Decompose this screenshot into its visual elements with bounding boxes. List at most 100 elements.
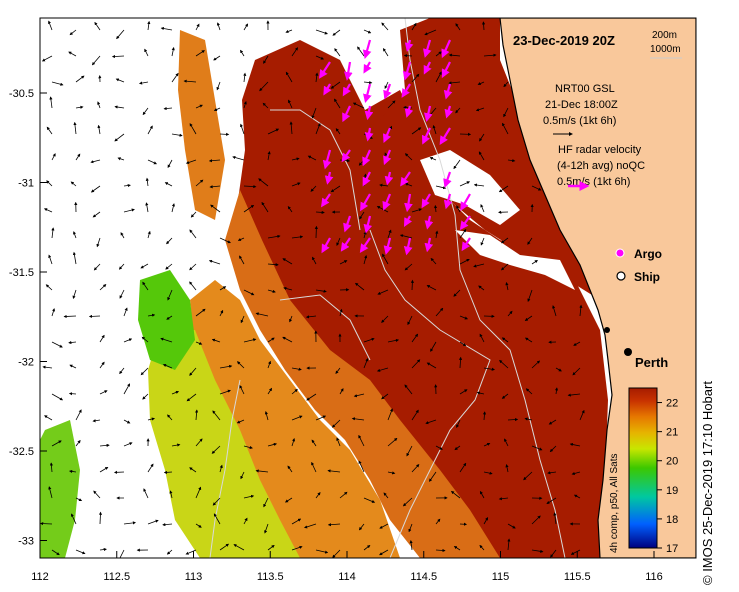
- model-arrow: [142, 393, 149, 400]
- radar-arrow: [383, 83, 392, 100]
- model-arrow: [142, 281, 149, 291]
- lat-tick-label: -31.5: [9, 267, 34, 279]
- sst-warm-core: [230, 40, 608, 558]
- model-arrow: [379, 523, 389, 529]
- model-arrow: [264, 523, 269, 534]
- model-arrow: [118, 549, 125, 558]
- model-arrow: [478, 285, 485, 291]
- model-arrow: [195, 50, 205, 57]
- model-arrow: [499, 359, 509, 369]
- model-arrow: [240, 315, 245, 324]
- model-arrow: [114, 133, 125, 142]
- model-arrow: [411, 333, 419, 343]
- cloud-gap-central: [455, 230, 575, 290]
- model-arrow: [552, 305, 557, 317]
- model-arrow: [167, 289, 173, 301]
- model-arrow: [267, 128, 280, 135]
- model-arrow: [573, 494, 581, 499]
- model-arrow: [311, 461, 317, 473]
- model-arrow: [91, 55, 101, 66]
- radar-arrow: [362, 39, 372, 60]
- model-arrow: [291, 388, 298, 395]
- model-arrow: [531, 360, 541, 369]
- model-arrow: [553, 512, 557, 525]
- model-arrow: [458, 356, 463, 369]
- model-arrow: [549, 445, 557, 453]
- model-arrow: [433, 204, 438, 213]
- model-arrow: [243, 204, 255, 213]
- model-arrow: [311, 107, 317, 119]
- model-arrow: [500, 237, 509, 244]
- model-arrow: [195, 104, 203, 109]
- model-arrow: [448, 53, 461, 57]
- model-arrow: [315, 72, 319, 83]
- radar-arrow: [424, 237, 434, 253]
- model-arrow: [505, 464, 509, 473]
- model-arrow: [567, 393, 581, 397]
- model-arrow: [424, 29, 437, 36]
- model-arrow: [239, 385, 245, 395]
- model-arrow: [243, 445, 253, 450]
- model-arrow: [92, 211, 101, 218]
- radar-arrow: [364, 127, 374, 142]
- model-arrow: [171, 133, 183, 137]
- radar-arrow: [382, 127, 392, 143]
- model-arrow: [435, 51, 442, 57]
- radar-arrow: [443, 193, 453, 210]
- model-arrow: [426, 362, 437, 369]
- radar-arrow: [423, 61, 432, 75]
- model-arrow: [383, 492, 389, 499]
- radar-arrow: [324, 171, 334, 185]
- model-arrow: [570, 549, 581, 555]
- model-arrow: [88, 314, 101, 318]
- model-arrow: [162, 363, 173, 369]
- model-arrow: [267, 263, 279, 267]
- model-arrow: [119, 289, 125, 299]
- model-arrow: [363, 545, 371, 551]
- model-arrow: [51, 393, 64, 401]
- model-arrow: [507, 417, 519, 422]
- model-arrow: [219, 309, 224, 317]
- model-arrow: [259, 81, 269, 92]
- model-arrow: [339, 308, 343, 317]
- radar-arrow: [403, 237, 413, 256]
- model-arrow: [94, 21, 101, 31]
- model-arrow: [507, 158, 516, 163]
- model-arrow: [123, 521, 137, 525]
- colorbar-tick-label: 18: [666, 514, 678, 526]
- map-frame: [39, 17, 697, 559]
- model-arrow: [291, 157, 300, 161]
- radar-arrow: [340, 237, 351, 252]
- model-time: 21-Dec 18:00Z: [545, 99, 618, 111]
- model-arrow: [211, 338, 221, 343]
- model-arrow: [171, 46, 175, 57]
- radar-arrow: [461, 237, 471, 252]
- model-arrow: [459, 462, 467, 473]
- sst-orange-patch-north: [178, 30, 225, 220]
- model-arrow: [171, 390, 180, 395]
- model-arrow: [429, 157, 437, 161]
- model-arrow: [99, 361, 105, 369]
- model-arrow: [166, 315, 173, 320]
- radar-legend-line1: HF radar velocity: [558, 144, 642, 156]
- colorbar-label: 4h comp, p50, All Sats: [609, 453, 620, 553]
- model-arrow: [335, 367, 341, 375]
- model-arrow: [503, 81, 509, 88]
- model-arrow: [213, 107, 221, 111]
- model-arrow: [243, 338, 257, 343]
- model-arrow: [579, 409, 585, 421]
- model-arrow: [138, 81, 149, 85]
- model-arrow: [531, 259, 538, 265]
- model-arrow: [255, 312, 269, 317]
- model-arrow: [267, 544, 275, 551]
- model-arrow: [243, 289, 255, 296]
- radar-arrow: [404, 39, 414, 52]
- model-arrow: [291, 438, 296, 447]
- model-arrow: [381, 393, 389, 400]
- model-arrow: [195, 523, 202, 528]
- perth-label: Perth: [635, 355, 668, 370]
- depth-legend-200m: 200m: [652, 30, 677, 41]
- model-arrow: [291, 182, 301, 187]
- colorbar: [628, 387, 658, 549]
- model-arrow: [51, 549, 60, 556]
